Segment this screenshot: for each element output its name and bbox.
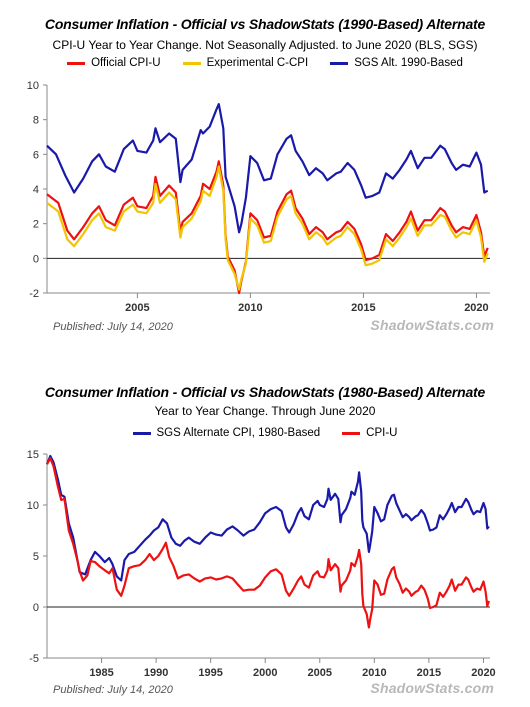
x-tick-label: 2005 — [308, 667, 332, 679]
x-tick-label: 2020 — [471, 667, 495, 679]
y-tick-label: 4 — [33, 184, 39, 196]
y-tick-label: 6 — [33, 149, 39, 161]
x-tick-label: 1985 — [89, 667, 113, 679]
y-tick-label: 10 — [27, 80, 39, 92]
legend-label: SGS Alternate CPI, 1980-Based — [156, 427, 321, 439]
y-tick-label: 2 — [33, 219, 39, 231]
chart-legend: SGS Alternate CPI, 1980-Based CPI-U — [0, 427, 530, 439]
legend-swatch — [67, 61, 86, 65]
series-line-cpi-u — [46, 457, 490, 629]
series-line-sgs-alt-1990-based — [46, 103, 489, 234]
chart-subtitle: CPI-U Year to Year Change. Not Seasonall… — [52, 38, 478, 52]
brand-watermark: ShadowStats.com — [370, 680, 494, 696]
plot-area: -5 0 5 10 15 1985 1990 1995 2000 2005 2010 2015 2020 — [27, 449, 496, 679]
legend-label: SGS Alt. 1990-Based — [354, 57, 463, 69]
x-tick-label: 1990 — [144, 667, 168, 679]
x-tick-label: 2005 — [125, 302, 149, 314]
legend-item-official-cpi-u: Official CPI-U — [67, 57, 161, 69]
series-line-experimental-c-cpi — [46, 165, 489, 291]
x-tick-label: 2015 — [417, 667, 441, 679]
legend-label: Experimental C-CPI — [206, 57, 309, 69]
y-tick-label: 8 — [33, 115, 39, 127]
chart-panel-1990-based: Consumer Inflation - Official vs ShadowS… — [0, 0, 530, 345]
legend-item-sgs-alternate-cpi-1980-based: SGS Alternate CPI, 1980-Based — [132, 427, 321, 439]
legend-label: Official CPI-U — [91, 57, 161, 69]
brand-watermark: ShadowStats.com — [370, 317, 494, 333]
chart-panel-1980-based: Consumer Inflation - Official vs ShadowS… — [0, 376, 530, 707]
legend-label: CPI-U — [366, 427, 398, 439]
series-line-sgs-alternate-cpi-1980-based — [45, 454, 490, 582]
published-date: Published: July 14, 2020 — [53, 321, 173, 333]
chart-legend: Official CPI-U Experimental C-CPI SGS Alt.… — [0, 57, 530, 69]
y-tick-label: -2 — [29, 288, 39, 300]
y-tick-label: 0 — [33, 253, 39, 265]
x-tick-label: 2015 — [351, 302, 375, 314]
y-tick-label: 0 — [33, 602, 39, 614]
x-tick-label: 2010 — [238, 302, 262, 314]
chart-title: Consumer Inflation - Official vs ShadowS… — [44, 16, 486, 32]
legend-swatch — [132, 431, 151, 435]
published-date: Published: July 14, 2020 — [53, 684, 173, 696]
x-tick-label: 2020 — [464, 302, 488, 314]
x-tick-label: 2010 — [362, 667, 386, 679]
chart-subtitle: Year to Year Change. Through June 2020 — [154, 404, 376, 418]
y-tick-label: 5 — [33, 551, 39, 563]
series-line-official-cpi-u — [46, 160, 489, 295]
legend-item-cpi-u: CPI-U — [342, 427, 397, 439]
legend-item-sgs-alt-1990-based: SGS Alt. 1990-Based — [330, 57, 463, 69]
legend-swatch — [342, 431, 361, 435]
legend-swatch — [330, 61, 349, 65]
x-tick-label: 2000 — [253, 667, 277, 679]
x-tick-label: 1995 — [198, 667, 222, 679]
legend-item-experimental-c-cpi: Experimental C-CPI — [182, 57, 309, 69]
plot-area: -2 0 2 4 6 8 10 2005 2010 2015 2020 — [27, 80, 490, 314]
y-tick-label: 15 — [27, 449, 39, 461]
y-tick-label: -5 — [29, 653, 39, 665]
y-tick-label: 10 — [27, 500, 39, 512]
legend-swatch — [182, 61, 201, 65]
chart-title: Consumer Inflation - Official vs ShadowS… — [44, 384, 486, 400]
